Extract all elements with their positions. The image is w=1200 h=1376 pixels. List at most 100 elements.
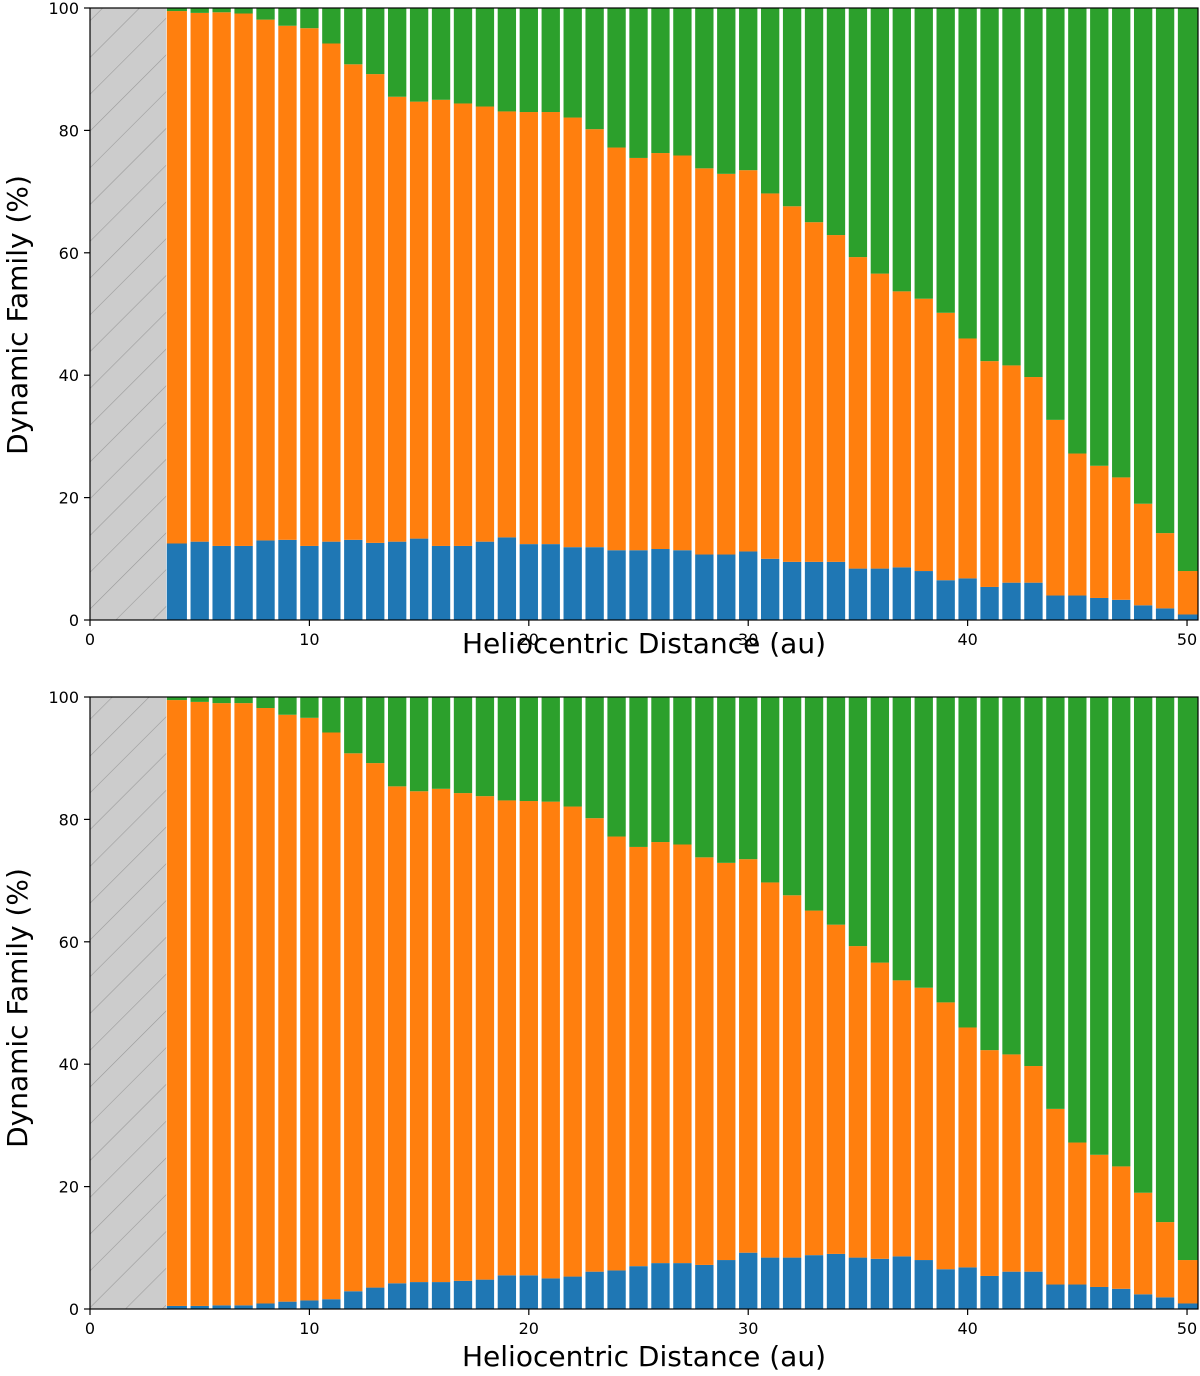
bar-blue-bottom xyxy=(693,1264,716,1309)
bar-orange-top xyxy=(912,298,935,572)
axes-frame-top xyxy=(89,7,1199,621)
bar-orange-bottom xyxy=(210,703,233,1306)
bar-blue-bottom xyxy=(1132,1294,1155,1309)
bar-orange-top xyxy=(210,12,233,546)
bar-blue-bottom xyxy=(276,1301,299,1309)
bar-blue-top xyxy=(627,550,650,620)
bars-top xyxy=(90,8,1198,620)
bar-blue-bottom xyxy=(210,1305,233,1309)
bar-blue-top xyxy=(298,545,321,620)
bar-orange-top xyxy=(846,257,869,569)
bar-green-top xyxy=(671,8,694,156)
bar-green-bottom xyxy=(1066,697,1089,1143)
x-tick-label-bottom: 20 xyxy=(519,1319,539,1338)
bar-orange-bottom xyxy=(452,793,474,1281)
bar-blue-top xyxy=(781,561,804,620)
bar-blue-bottom xyxy=(166,1305,189,1309)
bar-blue-top xyxy=(737,551,760,620)
bar-blue-top xyxy=(561,547,584,620)
bar-green-bottom xyxy=(605,697,628,837)
bar-green-bottom xyxy=(1088,697,1111,1155)
x-tick-label-top: 40 xyxy=(957,630,977,649)
bar-orange-top xyxy=(1088,465,1111,598)
bar-blue-bottom xyxy=(846,1257,869,1309)
bar-green-top xyxy=(188,8,211,13)
bar-green-bottom xyxy=(517,697,540,802)
bar-green-top xyxy=(1132,8,1155,504)
bar-orange-top xyxy=(298,28,321,546)
bar-orange-bottom xyxy=(627,846,650,1267)
bar-blue-top xyxy=(1176,614,1198,620)
bar-orange-top xyxy=(539,112,562,545)
y-tick-label-bottom: 0 xyxy=(69,1300,79,1319)
bar-orange-bottom xyxy=(473,796,496,1280)
y-axis-label-bottom: Dynamic Family (%) xyxy=(1,868,34,1148)
bar-orange-top xyxy=(276,25,299,540)
bar-green-bottom xyxy=(188,697,211,702)
bar-blue-top xyxy=(188,541,211,620)
bar-orange-bottom xyxy=(430,788,453,1283)
bar-blue-bottom xyxy=(1088,1286,1111,1309)
bars-bottom xyxy=(90,697,1198,1309)
y-tick-label-bottom: 40 xyxy=(59,1055,79,1074)
bar-blue-top xyxy=(276,539,299,620)
bar-orange-bottom xyxy=(1132,1192,1155,1295)
bar-blue-bottom xyxy=(517,1275,540,1309)
bar-blue-bottom xyxy=(890,1256,913,1309)
bar-blue-top xyxy=(430,545,453,620)
bar-orange-top xyxy=(737,170,760,552)
bar-green-top xyxy=(495,8,518,112)
bar-blue-top xyxy=(320,541,343,620)
bar-orange-bottom xyxy=(737,859,760,1253)
bar-green-top xyxy=(759,8,782,194)
chart-panel-bottom: 0 10 20 30 40 50 0 20 40 60 80 100 Heliocentric Dis… xyxy=(1,688,1199,1373)
bar-blue-top xyxy=(715,554,738,620)
bar-green-top xyxy=(342,8,365,65)
bar-orange-bottom xyxy=(386,786,409,1284)
bar-blue-bottom xyxy=(912,1260,935,1309)
bar-green-bottom xyxy=(1154,697,1177,1223)
bar-green-bottom xyxy=(254,697,277,709)
bar-orange-top xyxy=(320,43,343,542)
bar-green-bottom xyxy=(386,697,409,787)
bar-green-top xyxy=(693,8,716,169)
bar-blue-top xyxy=(825,561,847,620)
bar-blue-top xyxy=(890,567,913,620)
bar-orange-bottom xyxy=(495,800,518,1276)
bar-orange-top xyxy=(1154,533,1177,609)
bar-green-bottom xyxy=(298,697,321,718)
bar-orange-top xyxy=(649,153,672,550)
bar-green-top xyxy=(364,8,387,75)
bar-orange-top xyxy=(386,96,409,542)
ticks-bottom: 0 10 20 30 40 50 0 20 40 60 80 100 xyxy=(48,688,1199,1338)
bar-orange-bottom xyxy=(561,806,584,1277)
y-tick-label-top: 0 xyxy=(69,611,79,630)
bar-orange-top xyxy=(364,74,387,543)
bar-blue-bottom xyxy=(956,1267,979,1309)
bar-orange-bottom xyxy=(583,818,606,1272)
bar-orange-top xyxy=(342,64,365,540)
bar-orange-bottom xyxy=(342,753,365,1292)
bar-green-top xyxy=(1044,8,1067,420)
bar-green-top xyxy=(1022,8,1045,378)
bar-blue-top xyxy=(693,554,716,620)
bar-green-top xyxy=(956,8,979,339)
bar-green-bottom xyxy=(759,697,782,883)
ticks-top: 0 10 20 30 40 50 0 20 40 60 80 100 xyxy=(48,0,1199,649)
bar-orange-top xyxy=(166,11,189,544)
bar-green-top xyxy=(408,8,431,102)
bar-orange-bottom xyxy=(868,962,891,1259)
bar-blue-bottom xyxy=(825,1253,847,1309)
bar-orange-bottom xyxy=(1022,1066,1045,1272)
bar-green-bottom xyxy=(276,697,299,715)
y-tick-label-top: 20 xyxy=(59,489,79,508)
bar-green-bottom xyxy=(166,697,189,701)
bar-blue-top xyxy=(759,558,782,620)
bar-blue-top xyxy=(803,561,826,620)
bar-green-top xyxy=(430,8,453,100)
bar-blue-top xyxy=(978,586,1001,620)
bar-blue-top xyxy=(912,571,935,620)
bar-green-top xyxy=(1154,8,1177,534)
bar-blue-top xyxy=(408,538,431,620)
bar-green-bottom xyxy=(232,697,255,704)
